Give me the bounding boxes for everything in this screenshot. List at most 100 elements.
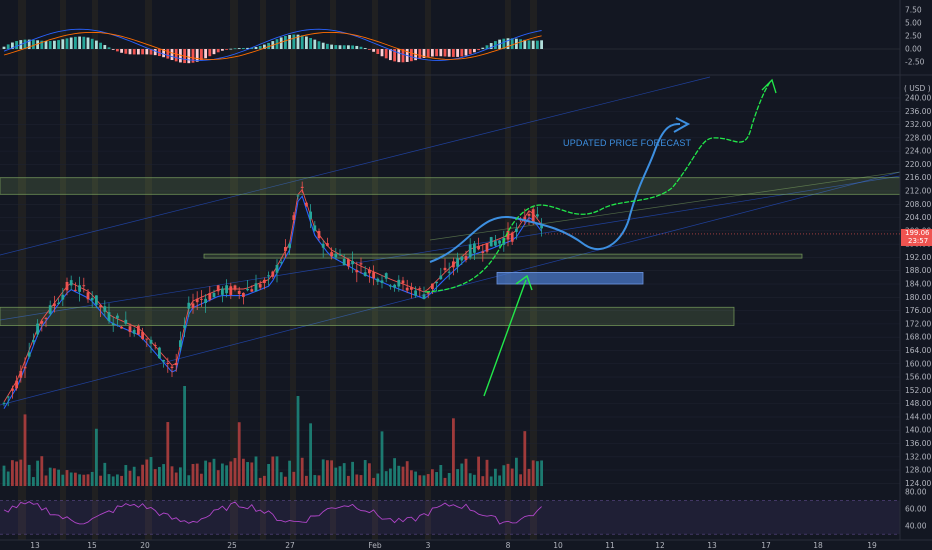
candle-body <box>69 280 73 286</box>
x-tick: 19 <box>867 541 877 550</box>
macd-histogram-bar <box>494 41 497 49</box>
macd-histogram-bar <box>254 46 258 49</box>
session-band <box>230 0 238 540</box>
volume-bar <box>498 475 501 486</box>
volume-bar <box>216 470 220 486</box>
candle-body <box>99 305 102 308</box>
macd-histogram-bar <box>61 39 65 49</box>
candle-body <box>166 362 170 364</box>
macd-histogram-bar <box>317 41 321 49</box>
macd-histogram-bar <box>397 49 401 63</box>
macd-histogram-bar <box>527 40 531 49</box>
session-band <box>372 0 378 540</box>
volume-bar <box>296 396 300 486</box>
macd-histogram-bar <box>418 49 422 60</box>
volume-bar <box>53 468 56 486</box>
macd-y-tick: -2.50 <box>905 58 925 67</box>
macd-histogram-bar <box>103 45 107 49</box>
candle-body <box>376 278 380 282</box>
macd-histogram-bar <box>347 45 350 49</box>
macd-histogram-bar <box>40 40 44 49</box>
volume-bar <box>355 474 359 486</box>
volume-bar <box>418 475 422 486</box>
volume-bar <box>229 461 233 486</box>
macd-histogram-bar <box>116 49 119 52</box>
macd-histogram-bar <box>82 36 86 49</box>
macd-histogram-bar <box>221 49 224 51</box>
volume-bar <box>107 474 111 486</box>
volume-bar <box>212 458 216 486</box>
rsi-panel <box>0 500 900 535</box>
macd-histogram-bar <box>363 48 367 49</box>
volume-bar <box>141 464 144 486</box>
candle-body <box>128 326 132 333</box>
volume-bar <box>389 468 392 486</box>
upper-resistance-zone <box>0 177 901 195</box>
x-tick: 12 <box>655 541 665 550</box>
price-y-tick: 160.00 <box>905 359 931 368</box>
price-y-tick: 224.00 <box>905 147 931 156</box>
candle-body <box>447 271 451 273</box>
volume-bar <box>124 465 128 486</box>
price-y-tick: 132.00 <box>905 452 931 461</box>
macd-histogram-bar <box>334 45 338 49</box>
trend-channel <box>0 76 901 406</box>
macd-histogram-bar <box>263 44 266 49</box>
candle-body <box>107 312 111 322</box>
macd-histogram-bar <box>443 49 447 57</box>
price-y-tick: 192.00 <box>905 253 931 262</box>
candle-body <box>36 323 39 335</box>
session-band <box>145 0 152 540</box>
ma-line <box>3 195 543 409</box>
candle-body <box>351 261 354 265</box>
macd-histogram-bar <box>53 40 56 49</box>
x-tick: 13 <box>30 541 40 550</box>
volume-bar <box>305 475 308 486</box>
macd-histogram-bar <box>376 49 380 55</box>
channel-line <box>0 171 901 406</box>
candle-body <box>527 213 531 216</box>
macd-histogram-bar <box>384 49 388 59</box>
macd-panel <box>0 28 900 64</box>
macd-histogram-bar <box>464 49 468 56</box>
volume-bar <box>279 472 283 486</box>
volume-bar <box>426 474 430 486</box>
volume-bar <box>334 467 338 486</box>
macd-histogram-bar <box>137 49 140 55</box>
volume-bar <box>477 456 480 486</box>
volume-bar <box>225 465 228 486</box>
price-y-tick: 176.00 <box>905 306 931 315</box>
volume-bar <box>166 422 170 486</box>
candle-body <box>288 243 291 248</box>
macd-histogram-bar <box>519 39 522 49</box>
candle-body <box>15 380 18 389</box>
price-y-tick: 136.00 <box>905 439 931 448</box>
macd-histogram-bar <box>477 49 480 51</box>
currency-label: ( USD ) <box>904 84 931 93</box>
volume-bar <box>431 469 434 486</box>
volume-bar <box>393 458 396 486</box>
candle-body <box>141 331 144 339</box>
volume-bar <box>246 462 249 486</box>
price-y-tick: 172.00 <box>905 319 931 328</box>
candle-body <box>179 340 182 348</box>
price-y-tick: 212.00 <box>905 186 931 195</box>
macd-histogram-bar <box>65 38 69 49</box>
volume-bar <box>481 476 485 486</box>
macd-histogram-bar <box>439 49 443 57</box>
volume-bar <box>120 475 123 486</box>
session-band <box>92 0 98 540</box>
candle-body <box>65 281 69 291</box>
macd-histogram-bar <box>204 49 207 59</box>
macd-histogram-bar <box>426 49 430 58</box>
candlesticks[interactable] <box>2 181 543 407</box>
volume-bar <box>288 460 291 486</box>
forecast-green-path <box>424 81 771 293</box>
volume-bar <box>347 475 350 486</box>
candle-body <box>342 258 346 266</box>
volume-bar <box>162 464 165 486</box>
volume-bar <box>74 472 77 486</box>
candle-body <box>61 294 65 300</box>
forecast-annotation: UPDATED PRICE FORECAST <box>563 138 692 148</box>
